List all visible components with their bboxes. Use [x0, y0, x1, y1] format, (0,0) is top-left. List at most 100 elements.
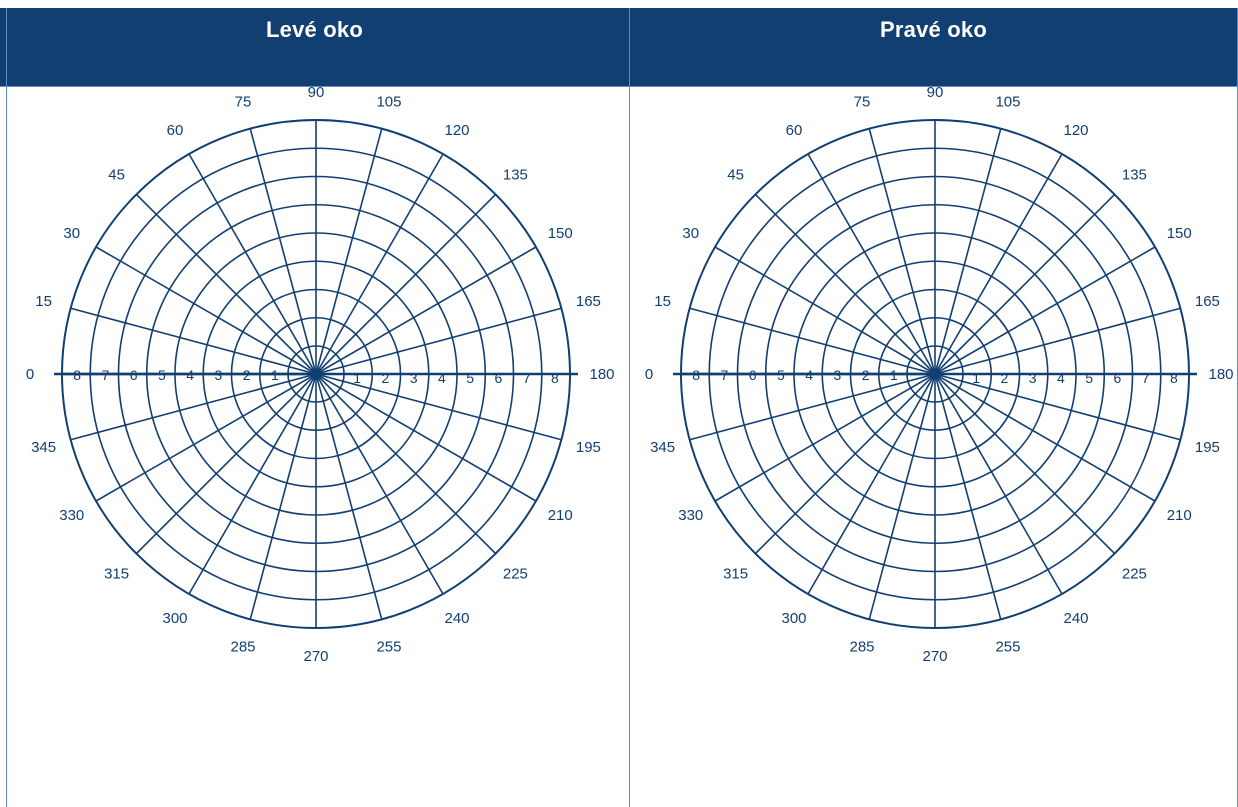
angle-label-30: 30 — [63, 225, 80, 242]
angle-label-225: 225 — [1122, 565, 1147, 582]
angle-label-60: 60 — [786, 122, 803, 139]
angle-label-270: 270 — [922, 648, 947, 665]
spoke-75 — [868, 128, 936, 375]
angle-label-105: 105 — [376, 94, 401, 111]
spoke-300 — [188, 373, 317, 595]
axis-number-left-1: 1 — [271, 367, 279, 383]
angle-label-330: 330 — [59, 507, 84, 524]
angle-label-330: 330 — [678, 507, 703, 524]
angle-label-300: 300 — [162, 610, 187, 627]
axis-number-right-6: 6 — [494, 370, 502, 386]
angle-label-285: 285 — [849, 638, 874, 655]
angle-label-210: 210 — [1167, 507, 1192, 524]
angle-label-150: 150 — [1167, 225, 1192, 242]
axis-number-right-6: 6 — [1113, 370, 1121, 386]
axis-number-left-6: 6 — [130, 367, 138, 383]
spoke-15 — [689, 307, 936, 375]
left-eye-header: Levé oko — [0, 8, 629, 86]
spoke-120 — [934, 153, 1063, 375]
angle-label-120: 120 — [1063, 122, 1088, 139]
spoke-45 — [135, 193, 317, 375]
angle-label-315: 315 — [723, 565, 748, 582]
spoke-15 — [70, 307, 317, 375]
axis-number-right-1: 1 — [353, 370, 361, 386]
angle-label-30: 30 — [682, 225, 699, 242]
angle-label-45: 45 — [108, 167, 125, 184]
spoke-105 — [315, 128, 383, 375]
spoke-30 — [714, 246, 936, 375]
spoke-195 — [315, 373, 562, 441]
angle-label-135: 135 — [1122, 167, 1147, 184]
spoke-60 — [807, 153, 936, 375]
right-eye-polar-chart: 0153045607590105120135150165180195210225… — [645, 86, 1234, 665]
spoke-195 — [934, 373, 1181, 441]
angle-label-165: 165 — [576, 293, 601, 310]
angle-label-315: 315 — [104, 565, 129, 582]
spoke-150 — [934, 246, 1156, 375]
axis-number-right-4: 4 — [438, 370, 446, 386]
angle-label-240: 240 — [444, 610, 469, 627]
spoke-240 — [934, 373, 1063, 595]
angle-label-0: 0 — [645, 366, 653, 383]
axis-number-left-5: 5 — [777, 367, 785, 383]
spoke-300 — [807, 373, 936, 595]
axis-number-right-5: 5 — [1085, 370, 1093, 386]
angle-label-60: 60 — [167, 122, 184, 139]
angle-label-135: 135 — [503, 167, 528, 184]
angle-label-195: 195 — [576, 439, 601, 456]
axis-number-right-2: 2 — [381, 370, 389, 386]
left-eye-polar-chart: 0153045607590105120135150165180195210225… — [26, 86, 615, 665]
header-bottom-border — [0, 86, 1238, 87]
angle-label-90: 90 — [308, 86, 325, 101]
spoke-165 — [315, 307, 562, 375]
axis-number-left-2: 2 — [243, 367, 251, 383]
angle-label-0: 0 — [26, 366, 34, 383]
axis-number-right-4: 4 — [1057, 370, 1065, 386]
spoke-225 — [934, 373, 1116, 555]
right-eye-column: Pravé oko 0 15 30 45 60 75 90 105 120 135 150 165 18… — [629, 0, 1238, 807]
axis-number-left-6: 6 — [749, 367, 757, 383]
axis-number-right-1: 1 — [972, 370, 980, 386]
axis-number-left-5: 5 — [158, 367, 166, 383]
axis-number-left-4: 4 — [805, 367, 813, 383]
axis-number-right-8: 8 — [551, 370, 559, 386]
axis-number-right-8: 8 — [1170, 370, 1178, 386]
axis-number-right-7: 7 — [523, 370, 531, 386]
spoke-345 — [70, 373, 317, 441]
left-eye-column: Levé oko 0 15 30 45 60 75 90 105 120 135 150 165 180… — [0, 8, 629, 665]
angle-label-210: 210 — [548, 507, 573, 524]
spoke-330 — [95, 373, 317, 502]
axis-number-left-3: 3 — [214, 367, 222, 383]
angle-label-240: 240 — [1063, 610, 1088, 627]
axis-number-left-8: 8 — [692, 367, 700, 383]
angle-label-15: 15 — [654, 293, 671, 310]
axis-number-right-2: 2 — [1000, 370, 1008, 386]
angle-label-180: 180 — [1208, 366, 1233, 383]
axis-number-left-7: 7 — [720, 367, 728, 383]
table-border-left — [6, 8, 7, 807]
axis-number-left-2: 2 — [862, 367, 870, 383]
angle-label-15: 15 — [35, 293, 52, 310]
angle-label-165: 165 — [1195, 293, 1220, 310]
axis-number-left-4: 4 — [186, 367, 194, 383]
spoke-165 — [934, 307, 1181, 375]
right-eye-title: Pravé oko — [880, 17, 987, 42]
spoke-75 — [249, 128, 317, 375]
axis-number-right-3: 3 — [410, 370, 418, 386]
spoke-240 — [315, 373, 444, 595]
angle-label-150: 150 — [548, 225, 573, 242]
axis-number-right-7: 7 — [1142, 370, 1150, 386]
angle-label-255: 255 — [376, 638, 401, 655]
spoke-255 — [934, 373, 1002, 620]
angle-label-75: 75 — [854, 94, 871, 111]
angle-label-45: 45 — [727, 167, 744, 184]
angle-label-255: 255 — [995, 638, 1020, 655]
angle-label-105: 105 — [995, 94, 1020, 111]
spoke-255 — [315, 373, 383, 620]
angle-label-75: 75 — [235, 94, 252, 111]
spoke-285 — [868, 373, 936, 620]
spoke-150 — [315, 246, 537, 375]
spoke-345 — [689, 373, 936, 441]
angle-label-120: 120 — [444, 122, 469, 139]
angle-label-180: 180 — [589, 366, 614, 383]
